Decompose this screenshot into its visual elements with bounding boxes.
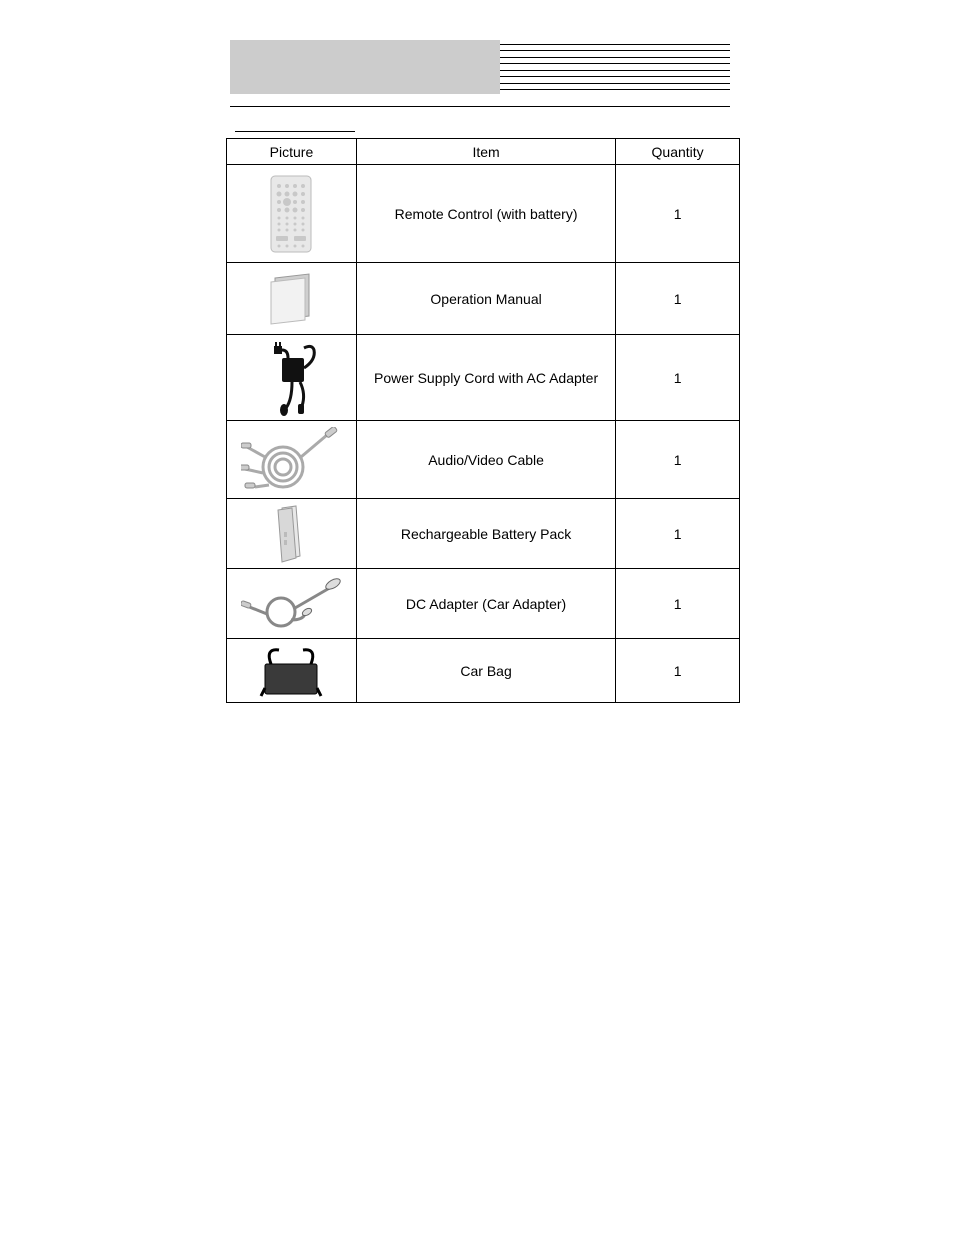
item-name: Remote Control (with battery) (356, 165, 615, 263)
table-row: Rechargeable Battery Pack 1 (227, 499, 740, 569)
item-qty: 1 (616, 263, 740, 335)
item-name: Audio/Video Cable (356, 421, 615, 499)
table-row: Power Supply Cord with AC Adapter 1 (227, 335, 740, 421)
header-gray-block (230, 40, 500, 94)
item-name: Rechargeable Battery Pack (356, 499, 615, 569)
battery-pack-icon (227, 499, 356, 568)
item-name: DC Adapter (Car Adapter) (356, 569, 615, 639)
ac-adapter-icon (227, 335, 356, 420)
picture-cell (227, 165, 357, 263)
item-qty: 1 (616, 499, 740, 569)
table-row: Operation Manual 1 (227, 263, 740, 335)
col-header-item: Item (356, 139, 615, 165)
rule-line (500, 89, 730, 90)
header-underline (230, 106, 730, 107)
header-rule-lines (500, 40, 730, 94)
rule-line (500, 50, 730, 51)
table-row: Audio/Video Cable 1 (227, 421, 740, 499)
item-name: Car Bag (356, 639, 615, 703)
remote-control-icon (227, 165, 356, 262)
rule-line (500, 44, 730, 45)
rule-line (500, 70, 730, 71)
item-qty: 1 (616, 165, 740, 263)
table-row: DC Adapter (Car Adapter) 1 (227, 569, 740, 639)
picture-cell (227, 421, 357, 499)
picture-cell (227, 335, 357, 421)
item-name: Operation Manual (356, 263, 615, 335)
table-header-row: Picture Item Quantity (227, 139, 740, 165)
picture-cell (227, 569, 357, 639)
page: Picture Item Quantity (0, 0, 954, 1235)
picture-cell (227, 639, 357, 703)
section-underline (235, 131, 355, 132)
item-name: Power Supply Cord with AC Adapter (356, 335, 615, 421)
rule-line (500, 83, 730, 84)
rule-line (500, 76, 730, 77)
page-header (230, 40, 730, 94)
table-row: Car Bag 1 (227, 639, 740, 703)
car-adapter-icon (227, 569, 356, 638)
av-cable-icon (227, 421, 356, 498)
table-row: Remote Control (with battery) 1 (227, 165, 740, 263)
col-header-picture: Picture (227, 139, 357, 165)
manual-icon (227, 263, 356, 334)
rule-line (500, 57, 730, 58)
item-qty: 1 (616, 421, 740, 499)
col-header-qty: Quantity (616, 139, 740, 165)
picture-cell (227, 499, 357, 569)
rule-line (500, 63, 730, 64)
item-qty: 1 (616, 569, 740, 639)
item-qty: 1 (616, 639, 740, 703)
item-qty: 1 (616, 335, 740, 421)
car-bag-icon (227, 639, 356, 702)
accessories-table: Picture Item Quantity (226, 138, 740, 703)
picture-cell (227, 263, 357, 335)
